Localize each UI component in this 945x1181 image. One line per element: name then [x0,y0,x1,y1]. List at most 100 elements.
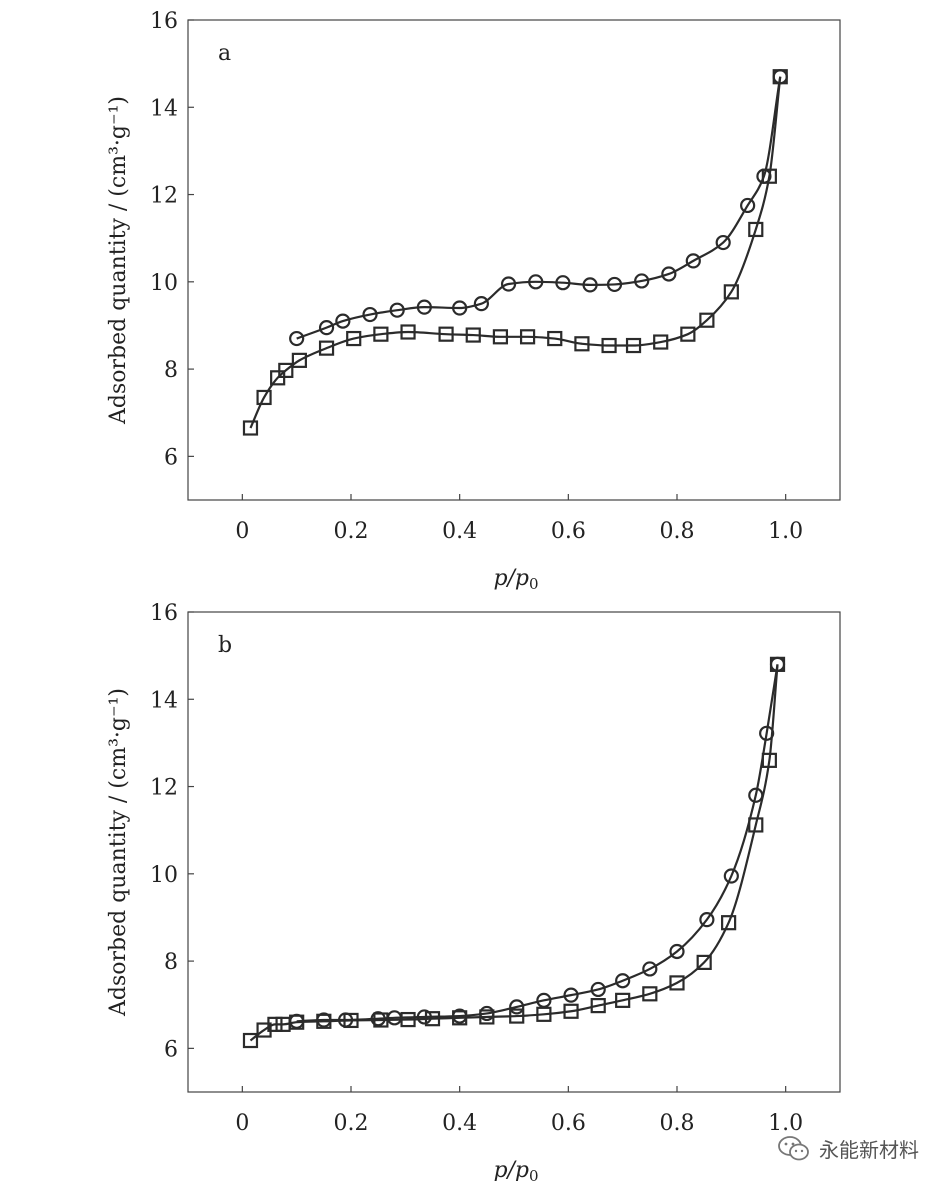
data-point-square [615,992,631,1008]
data-point-square [400,1011,416,1028]
data-point-square [748,817,764,833]
y-tick-label: 6 [164,445,178,470]
data-point-square [479,1009,495,1025]
data-point-circle [389,302,405,318]
data-point-square [669,975,685,991]
data-point-circle [563,987,579,1003]
data-point-square [699,312,715,328]
y-tick-label: 12 [150,776,178,801]
x-tick-label: 0.4 [442,519,477,544]
chart-panel-b: 6 8 10 12 14 16 0 0.2 0.4 0.6 0.8 1.0 p/p0 Adsorbed q… [106,601,841,1181]
series-line-square [249,664,779,1042]
data-point-square [318,340,335,356]
data-point-square [547,330,563,347]
data-point-square [509,1008,525,1024]
x-tick-label: 0.2 [334,1111,369,1136]
data-point-square [723,284,739,300]
data-point-square [769,656,786,672]
data-point-square [519,329,536,345]
data-point-circle [416,299,432,315]
data-point-square [373,326,389,342]
data-point-square [761,752,777,768]
data-point-circle [740,197,756,214]
data-point-square [772,69,788,85]
plot-frame [187,19,841,501]
data-point-circle [289,330,305,347]
data-point-circle [509,999,525,1015]
data-point-square [492,329,509,345]
data-point-square [267,1016,283,1032]
data-point-square [721,915,737,931]
data-point-square [373,1012,389,1028]
x-tick-label: 0.6 [551,1111,586,1136]
y-tick-label: 12 [150,184,178,209]
data-point-square [680,326,696,342]
data-point-square [748,221,764,238]
x-tick-label: 0.4 [442,1111,477,1136]
data-point-square [289,1014,305,1030]
data-point-square [563,1003,579,1019]
series-line-circle [296,664,779,1023]
data-point-circle [685,253,701,269]
data-point-square [242,1032,259,1049]
x-axis-title: p/p0 [493,566,538,593]
y-tick-label: 8 [164,358,178,383]
data-point-circle [473,296,489,312]
x-axis-title: p/p0 [493,1158,538,1181]
data-point-square [625,337,642,354]
data-point-circle [606,276,623,293]
y-tick-label: 14 [150,96,178,121]
series-line-square [249,76,782,429]
y-tick-label: 16 [150,9,178,34]
data-point-circle [555,275,571,291]
y-axis-title: Adsorbed quantity / (cm³·g⁻¹) [106,96,131,425]
data-point-square [438,326,454,342]
data-point-circle [416,1009,432,1025]
y-tick-label: 8 [164,950,178,975]
data-point-square [256,389,272,406]
data-point-square [242,420,259,436]
data-point-circle [582,277,598,293]
x-tick-label: 0.2 [334,519,369,544]
chart-panel-a: 6 8 10 12 14 16 0 0.2 0.4 0.6 0.8 1.0 p/p0 Adsorbed q… [106,9,841,593]
data-point-circle [528,274,544,290]
data-point-square [424,1011,441,1027]
data-point-square [343,1012,359,1029]
y-tick-label: 14 [150,688,178,713]
series-line-circle [296,76,782,340]
data-point-square [400,324,416,340]
data-point-square [574,336,590,352]
x-tick-label: 0 [235,1111,249,1136]
data-point-circle [661,266,677,282]
data-point-circle [723,868,739,884]
data-point-square [653,334,669,350]
data-point-circle [452,300,468,316]
data-point-circle [335,313,351,329]
wechat-icon [778,1135,809,1160]
data-point-circle [500,276,517,292]
x-tick-label: 0.6 [551,519,586,544]
data-point-square [452,1010,468,1026]
y-tick-label: 10 [150,271,178,296]
data-point-square [590,997,606,1014]
data-point-circle [590,981,606,998]
data-point-square [465,327,481,343]
y-tick-label: 10 [150,863,178,888]
data-point-circle [370,1011,386,1027]
data-point-square [278,362,294,378]
y-axis-title: Adsorbed quantity / (cm³·g⁻¹) [106,688,131,1017]
data-point-square [346,330,362,347]
plot-frame [187,611,841,1093]
x-tick-label: 1.0 [768,519,803,544]
data-point-square [291,352,307,368]
data-point-circle [634,273,650,289]
y-tick-label: 6 [164,1037,178,1062]
data-point-square [642,986,658,1002]
data-point-circle [642,961,658,977]
data-point-circle [715,234,731,251]
data-point-circle [318,320,335,336]
data-point-square [601,337,617,354]
x-tick-label: 0.8 [660,1111,695,1136]
x-tick-label: 0.8 [660,519,695,544]
